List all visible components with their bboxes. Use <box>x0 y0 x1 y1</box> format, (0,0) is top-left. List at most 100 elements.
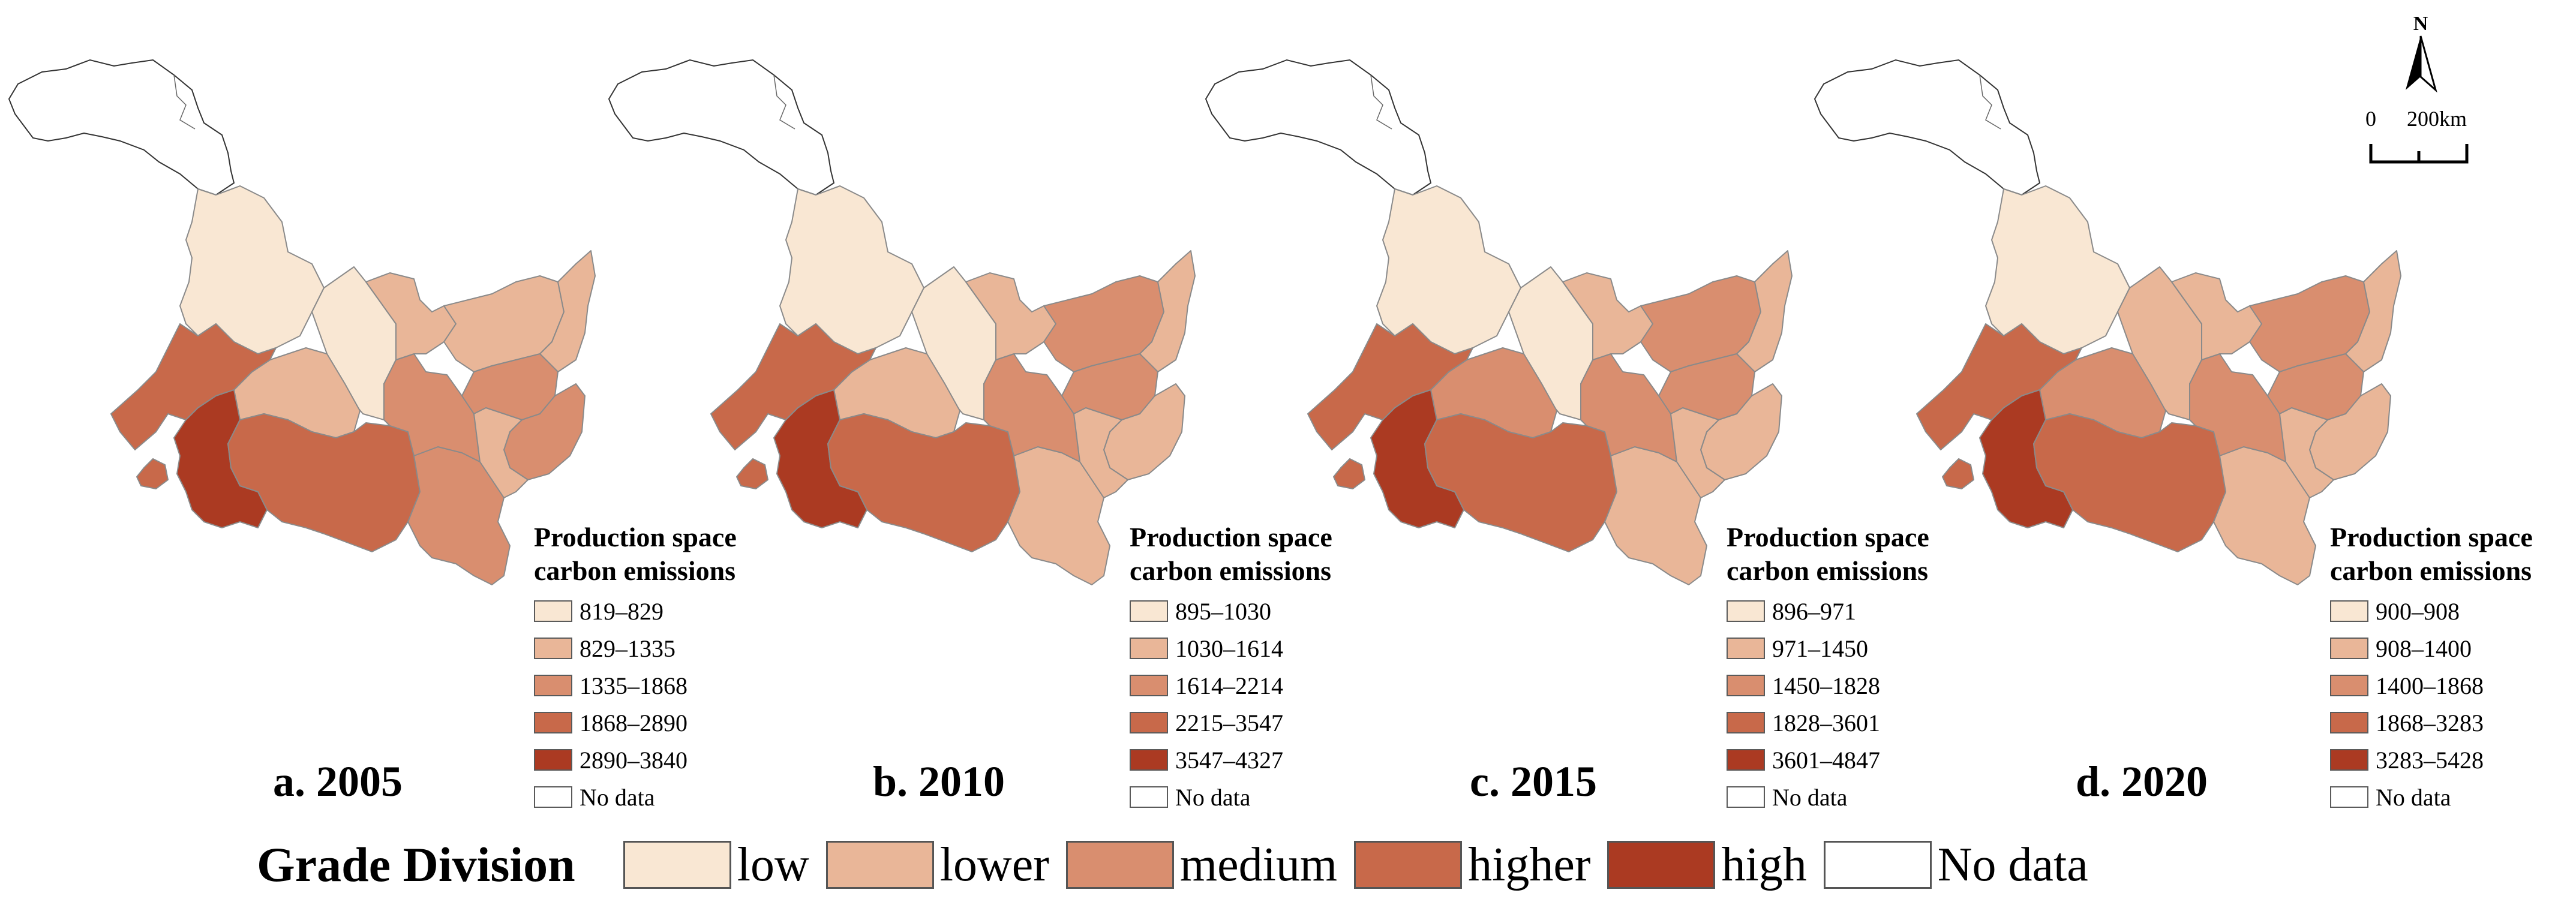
map-3 <box>1814 59 2401 585</box>
legend-swatch <box>2330 749 2368 771</box>
region-east-north <box>1139 250 1196 372</box>
legend-label: 1450–1828 <box>1772 672 1880 699</box>
grade-swatch <box>1065 841 1174 889</box>
map-label-2020: d. 2020 <box>2076 757 2208 805</box>
north-label: N <box>2413 13 2428 35</box>
legend-2005: Production space carbon emissions 819–829 8… <box>534 521 737 816</box>
legend-title-line2: carbon emissions <box>1727 555 1929 586</box>
grade-item: low <box>623 838 809 892</box>
legend-label: 1868–3283 <box>2376 709 2484 736</box>
scale-zero: 0 <box>2365 107 2376 131</box>
legend-label: 3547–4327 <box>1175 746 1283 774</box>
map-1 <box>608 59 1196 585</box>
region-south-central <box>227 413 421 552</box>
legend-swatch <box>1130 675 1168 696</box>
region-no-data-border <box>1979 74 2001 130</box>
legend-item: 900–908 <box>2330 593 2533 630</box>
legend-item: 895–1030 <box>1130 593 1332 630</box>
map-label-2005: a. 2005 <box>273 757 403 805</box>
region-north-west <box>179 185 325 354</box>
region-east-north <box>1736 250 1793 372</box>
grade-item: lower <box>825 838 1049 892</box>
grade-swatch <box>825 841 934 889</box>
grade-item: No data <box>1823 838 2088 892</box>
legend-label: 1868–2890 <box>580 709 687 736</box>
legend-2015: Production space carbon emissions 896–971 9… <box>1727 521 1929 816</box>
grade-swatch <box>623 841 731 889</box>
legend-item: 3283–5428 <box>2330 741 2533 778</box>
region-no-data <box>608 59 835 196</box>
region-no-data-border <box>1370 74 1392 130</box>
legend-swatch <box>2330 675 2368 696</box>
legend-title-line1: Production space <box>1130 522 1332 552</box>
grade-division: Grade Division low lower medium higher high N… <box>257 837 2105 893</box>
region-north-west <box>779 185 924 354</box>
region-east-central <box>383 353 481 462</box>
legend-item: 896–971 <box>1727 593 1929 630</box>
legend-item: 819–829 <box>534 593 737 630</box>
legend-swatch <box>534 712 572 733</box>
region-east-central <box>983 353 1080 462</box>
legend-item: 1868–2890 <box>534 704 737 741</box>
legend-item: 829–1335 <box>534 630 737 667</box>
legend-item: 2890–3840 <box>534 741 737 778</box>
legend-title-line1: Production space <box>1727 522 1929 552</box>
legend-title: Production space carbon emissions <box>2330 521 2533 588</box>
legend-label: 1614–2214 <box>1175 672 1283 699</box>
legend-swatch <box>2330 600 2368 622</box>
legend-item: 1335–1868 <box>534 667 737 704</box>
legend-title-line2: carbon emissions <box>2330 555 2532 586</box>
region-no-data <box>1814 59 2041 196</box>
legend-item: 2215–3547 <box>1130 704 1332 741</box>
legend-swatch <box>1727 712 1765 733</box>
region-no-data <box>1205 59 1432 196</box>
region-east-central <box>1580 353 1677 462</box>
grade-item: higher <box>1354 838 1590 892</box>
region-no-data <box>8 59 235 196</box>
grade-label: high <box>1721 838 1807 891</box>
legend-label: 900–908 <box>2376 597 2460 625</box>
region-south-central <box>1424 413 1617 552</box>
region-south-west <box>1370 389 1464 528</box>
region-no-data-border <box>173 74 196 130</box>
grade-swatch <box>1607 841 1716 889</box>
legend-swatch <box>1727 675 1765 696</box>
legend-label: 1030–1614 <box>1175 635 1283 662</box>
grade-items: low lower medium higher high No data <box>623 838 2105 892</box>
region-southwest-tip <box>1942 458 1974 489</box>
legend-title-line2: carbon emissions <box>534 555 736 586</box>
grade-item: medium <box>1065 838 1337 892</box>
legend-label: 1828–3601 <box>1772 709 1880 736</box>
legend-swatch <box>1727 786 1765 808</box>
legend-label: 895–1030 <box>1175 597 1271 625</box>
legend-swatch <box>1727 638 1765 659</box>
legend-swatch <box>534 675 572 696</box>
legend-swatch <box>534 638 572 659</box>
legend-swatch <box>534 600 572 622</box>
legend-2020: Production space carbon emissions 900–908 9… <box>2330 521 2533 816</box>
region-south-east-corner <box>2279 407 2334 498</box>
legend-item: 1828–3601 <box>1727 704 1929 741</box>
region-south-west <box>773 389 867 528</box>
legend-label: 1335–1868 <box>580 672 687 699</box>
legend-title: Production space carbon emissions <box>1130 521 1332 588</box>
scale-distance: 200km <box>2407 107 2467 131</box>
legend-label: No data <box>1175 783 1251 811</box>
legend-2010: Production space carbon emissions 895–1030… <box>1130 521 1332 816</box>
legend-item: 1614–2214 <box>1130 667 1332 704</box>
region-south-central <box>827 413 1020 552</box>
legend-swatch <box>1130 712 1168 733</box>
legend-label: 896–971 <box>1772 597 1856 625</box>
legend-swatch <box>1727 749 1765 771</box>
region-north-west <box>1985 185 2130 354</box>
grade-title: Grade Division <box>257 837 575 892</box>
region-north-west <box>1376 185 1521 354</box>
map-label-2015: c. 2015 <box>1470 757 1597 805</box>
region-no-data-border <box>773 74 795 130</box>
legend-swatch <box>2330 712 2368 733</box>
legend-label: No data <box>2376 783 2451 811</box>
map-0 <box>8 59 596 585</box>
legend-label: 819–829 <box>580 597 663 625</box>
